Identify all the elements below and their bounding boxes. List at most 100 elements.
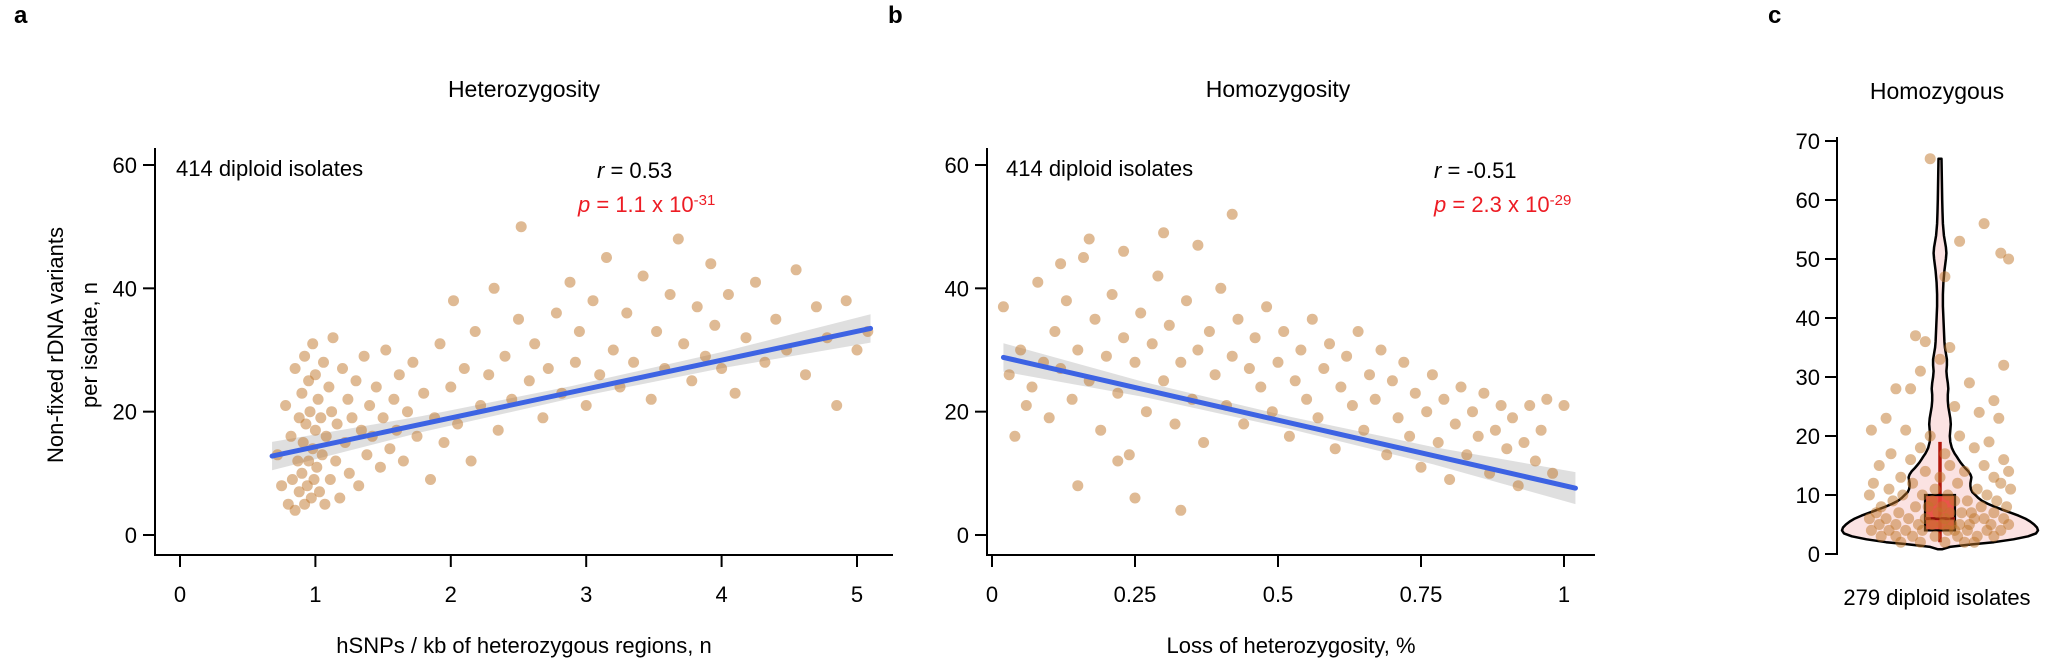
data-point [350, 375, 362, 387]
data-point [1949, 495, 1961, 507]
data-point [1914, 536, 1926, 548]
data-point [1529, 455, 1541, 467]
data-point [637, 270, 649, 282]
data-point [800, 369, 811, 381]
data-point [330, 455, 342, 467]
data-point [1919, 465, 1931, 477]
data-point [1060, 295, 1072, 307]
data-point [1954, 430, 1966, 442]
data-point [1975, 501, 1987, 513]
data-point [740, 332, 752, 344]
data-point [1238, 418, 1250, 430]
panel-b-letter: b [888, 2, 903, 29]
panel-c-points [1863, 153, 2017, 548]
data-point [323, 381, 335, 393]
panel-b-points [997, 208, 1570, 516]
data-point [1924, 430, 1936, 442]
data-point [346, 412, 358, 424]
y-tick-label: 0 [125, 523, 137, 548]
data-point [651, 326, 663, 337]
data-point [750, 276, 761, 288]
y-tick-label: 50 [1796, 247, 1820, 272]
data-point [425, 474, 436, 485]
data-point [1255, 381, 1267, 393]
data-point [1863, 513, 1875, 525]
data-point [488, 282, 500, 294]
data-point [1100, 350, 1112, 362]
data-point [1914, 365, 1926, 377]
data-point [1181, 295, 1192, 307]
data-point [1049, 326, 1061, 337]
data-point [1887, 495, 1899, 507]
data-point [374, 461, 386, 473]
data-point [1988, 395, 2000, 407]
data-point [492, 424, 504, 436]
data-point [1998, 359, 2010, 371]
data-point [1968, 536, 1980, 548]
data-point [515, 221, 527, 233]
x-tick-label: 0.25 [1114, 582, 1157, 607]
x-tick-label: 1 [309, 582, 321, 607]
data-point [343, 467, 355, 479]
data-point [483, 369, 495, 381]
data-point [1993, 412, 2005, 424]
data-point [1095, 424, 1107, 436]
data-point [672, 233, 684, 245]
data-point [1226, 350, 1238, 362]
data-point [1003, 369, 1015, 381]
data-point [445, 381, 457, 393]
panel-b-r-value: r = -0.51 [1434, 158, 1517, 184]
data-point [1944, 342, 1956, 353]
data-point [469, 326, 481, 337]
data-point [1541, 393, 1553, 405]
y-tick-label: 30 [1796, 365, 1820, 390]
data-point [1009, 430, 1021, 442]
data-point [1939, 536, 1951, 548]
panel-c-title: Homozygous [1869, 78, 2005, 104]
data-point [1863, 489, 1875, 501]
data-point [1900, 424, 1912, 436]
data-point [699, 350, 711, 362]
data-point [550, 307, 562, 319]
data-point [513, 313, 524, 325]
data-point [529, 338, 541, 350]
data-point [1865, 524, 1877, 536]
data-point [1272, 356, 1284, 368]
data-point [1461, 449, 1473, 461]
data-point [1907, 477, 1919, 489]
data-point [1922, 501, 1934, 513]
data-point [297, 437, 309, 448]
data-point [1152, 270, 1164, 282]
data-point [1232, 313, 1244, 325]
y-axis-label-line1: Non-fixed rDNA variants [43, 227, 68, 463]
y-tick-label: 40 [945, 276, 969, 301]
data-point [1895, 471, 1907, 483]
r-symbol: r [1434, 158, 1442, 183]
p-symbol: p [1434, 192, 1447, 217]
regression-line [269, 325, 874, 459]
data-point [1956, 507, 1968, 519]
data-point [1978, 218, 1990, 230]
data-point [1873, 460, 1885, 471]
data-point [1158, 227, 1170, 239]
data-point [397, 455, 409, 467]
data-point [840, 295, 852, 307]
data-point [1988, 507, 2000, 519]
data-point [831, 400, 843, 411]
data-point [1404, 430, 1416, 442]
y-axis-label: Non-fixed rDNA variants per isolate, n [39, 227, 107, 463]
data-point [1939, 271, 1951, 283]
data-point [1375, 344, 1387, 356]
data-point [1934, 353, 1946, 365]
data-point [607, 344, 619, 356]
data-point [1306, 313, 1318, 325]
data-point [1995, 477, 2007, 489]
data-point [564, 276, 576, 288]
data-point [1547, 467, 1559, 479]
data-point [628, 356, 640, 368]
data-point [1991, 495, 2003, 507]
data-point [1961, 495, 1973, 507]
data-point [1295, 344, 1307, 356]
data-point [353, 480, 365, 492]
panel-a: 0 20 40 60 0 1 2 3 4 5 [113, 148, 893, 607]
